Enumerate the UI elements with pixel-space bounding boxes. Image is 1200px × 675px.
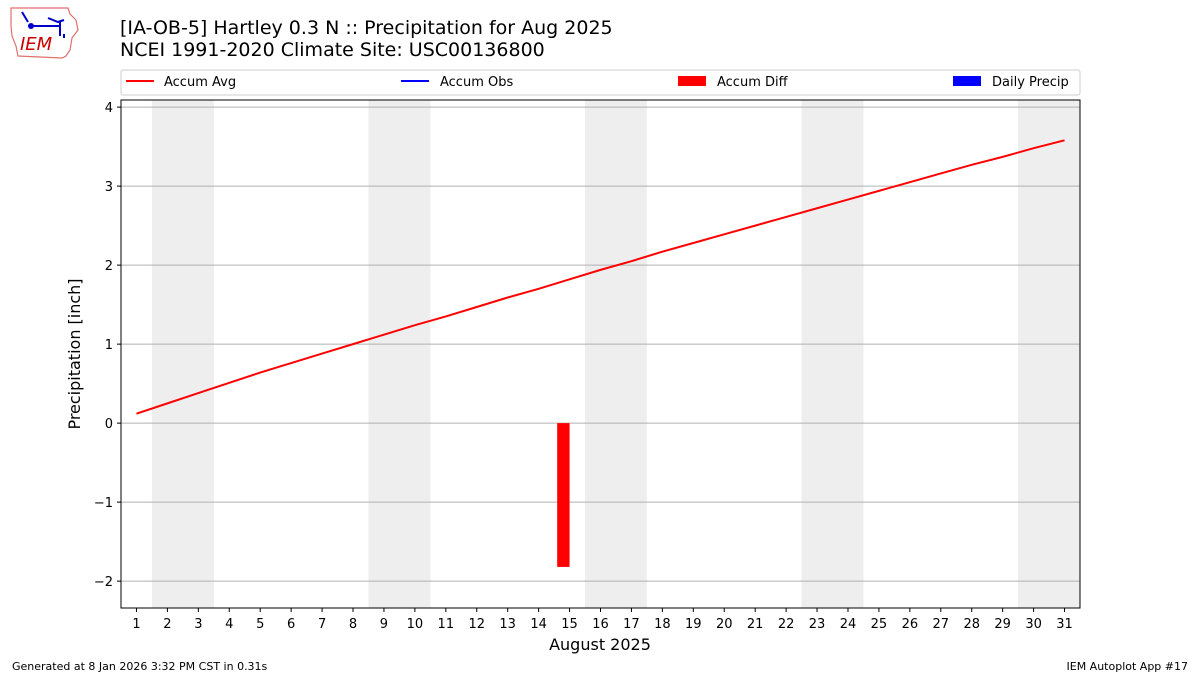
legend: Accum Avg Accum Obs Accum Diff Daily Pre… — [120, 69, 1081, 96]
x-tick-label: 17 — [623, 617, 640, 632]
x-tick-label: 9 — [380, 617, 388, 632]
legend-swatch-daily — [953, 76, 981, 86]
x-tick-label: 19 — [685, 617, 702, 632]
x-tick-label: 13 — [499, 617, 516, 632]
x-axis-label: August 2025 — [549, 635, 651, 654]
weekend-band — [151, 100, 214, 608]
x-tick-label: 2 — [163, 617, 171, 632]
x-tick-label: 30 — [1025, 617, 1042, 632]
y-tick-label: 4 — [105, 101, 113, 116]
weekend-band — [585, 100, 647, 608]
weekend-band — [801, 100, 864, 608]
chart-title: [IA-OB-5] Hartley 0.3 N :: Precipitation… — [120, 17, 613, 39]
x-tick-label: 23 — [809, 617, 826, 632]
x-tick-label: 24 — [840, 617, 857, 632]
bar-accum-diff — [557, 423, 570, 567]
legend-label-daily: Daily Precip — [992, 75, 1069, 90]
svg-text:IEM: IEM — [20, 34, 53, 55]
x-tick-label: 21 — [747, 617, 764, 632]
x-tick-label: 18 — [654, 617, 671, 632]
x-tick-label: 20 — [716, 617, 733, 632]
x-tick-label: 16 — [592, 617, 609, 632]
x-tick-label: 10 — [407, 617, 424, 632]
x-tick-label: 29 — [994, 617, 1011, 632]
y-tick-label: 2 — [105, 259, 113, 274]
x-tick-label: 15 — [561, 617, 578, 632]
y-axis-label: Precipitation [inch] — [65, 278, 84, 429]
legend-swatch-diff — [678, 76, 706, 86]
chart-subtitle: NCEI 1991-2020 Climate Site: USC00136800 — [120, 39, 545, 61]
x-tick-label: 6 — [287, 617, 295, 632]
x-tick-label: 8 — [349, 617, 357, 632]
y-tick-label: −1 — [94, 496, 113, 511]
x-tick-label: 12 — [468, 617, 485, 632]
y-tick-label: 0 — [105, 417, 113, 432]
x-tick-label: 25 — [871, 617, 888, 632]
x-tick-label: 26 — [902, 617, 919, 632]
footer-app: IEM Autoplot App #17 — [1066, 660, 1189, 673]
x-tick-label: 22 — [778, 617, 795, 632]
x-tick-label: 3 — [194, 617, 202, 632]
x-tick-label: 31 — [1056, 617, 1073, 632]
weekend-band — [368, 100, 431, 608]
x-tick-label: 4 — [225, 617, 233, 632]
legend-label-obs: Accum Obs — [440, 75, 513, 90]
x-tick-label: 5 — [256, 617, 264, 632]
legend-label-diff: Accum Diff — [717, 75, 789, 90]
x-tick-label: 14 — [530, 617, 547, 632]
legend-label-avg: Accum Avg — [164, 75, 236, 90]
x-tick-label: 28 — [963, 617, 980, 632]
footer-generated: Generated at 8 Jan 2026 3:32 PM CST in 0… — [12, 660, 268, 673]
series-line-accum-avg — [136, 139, 1065, 415]
y-tick-label: 3 — [105, 180, 113, 195]
x-tick-label: 11 — [438, 617, 455, 632]
x-tick-label: 1 — [132, 617, 140, 632]
iem-logo: IEM — [8, 6, 80, 60]
x-tick-label: 27 — [933, 617, 950, 632]
y-tick-label: −2 — [94, 575, 113, 590]
x-tick-label: 7 — [318, 617, 326, 632]
plot-frame — [120, 99, 1081, 609]
y-tick-label: 1 — [105, 338, 113, 353]
weekend-band — [1018, 100, 1080, 608]
